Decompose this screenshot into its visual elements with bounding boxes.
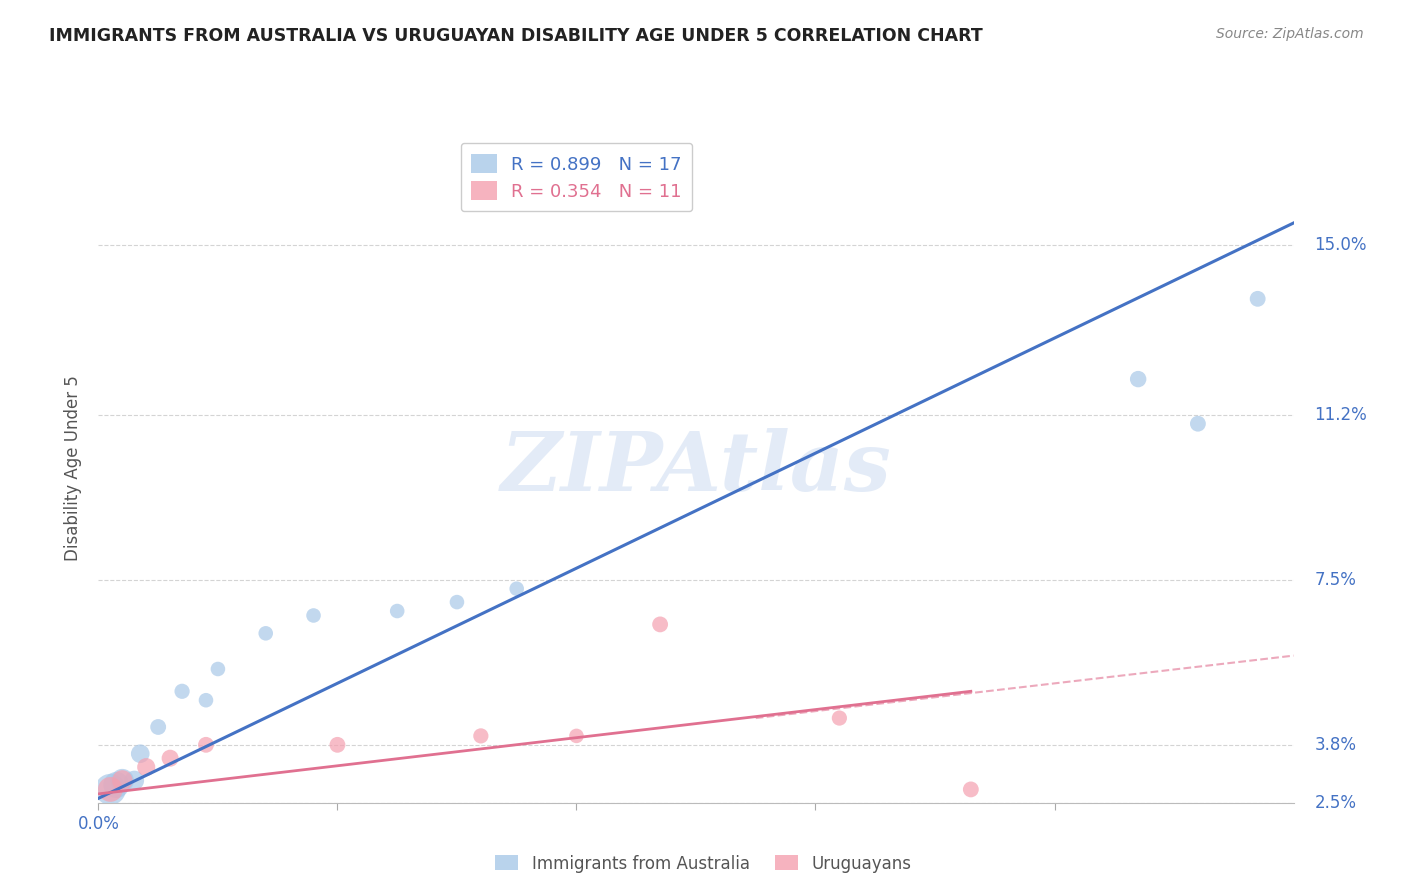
Text: IMMIGRANTS FROM AUSTRALIA VS URUGUAYAN DISABILITY AGE UNDER 5 CORRELATION CHART: IMMIGRANTS FROM AUSTRALIA VS URUGUAYAN D…: [49, 27, 983, 45]
Point: [254, 626, 277, 640]
Point: [207, 662, 229, 676]
Point: [565, 729, 588, 743]
Text: 15.0%: 15.0%: [1315, 236, 1367, 254]
Point: [129, 747, 152, 761]
Point: [302, 608, 325, 623]
Point: [194, 738, 217, 752]
Point: [159, 751, 181, 765]
Point: [1128, 372, 1150, 386]
Point: [1187, 417, 1209, 431]
Point: [470, 729, 492, 743]
Point: [446, 595, 468, 609]
Legend: Immigrants from Australia, Uruguayans: Immigrants from Australia, Uruguayans: [488, 848, 918, 880]
Point: [1246, 292, 1268, 306]
Text: ZIPAtlas: ZIPAtlas: [501, 428, 891, 508]
Text: 7.5%: 7.5%: [1315, 571, 1357, 589]
Legend: R = 0.899   N = 17, R = 0.354   N = 11: R = 0.899 N = 17, R = 0.354 N = 11: [461, 143, 692, 211]
Point: [194, 693, 217, 707]
Point: [828, 711, 851, 725]
Point: [98, 782, 122, 797]
Text: Source: ZipAtlas.com: Source: ZipAtlas.com: [1216, 27, 1364, 41]
Point: [648, 617, 672, 632]
Point: [148, 720, 170, 734]
Point: [135, 760, 157, 774]
Point: [506, 582, 529, 596]
Point: [111, 773, 134, 788]
Y-axis label: Disability Age Under 5: Disability Age Under 5: [65, 376, 83, 561]
Point: [959, 782, 981, 797]
Point: [172, 684, 194, 698]
Text: 11.2%: 11.2%: [1315, 406, 1368, 424]
Text: 2.5%: 2.5%: [1315, 794, 1357, 812]
Text: 3.8%: 3.8%: [1315, 736, 1357, 754]
Point: [326, 738, 349, 752]
Point: [98, 782, 122, 797]
Point: [105, 778, 128, 792]
Point: [111, 773, 134, 788]
Point: [385, 604, 409, 618]
Point: [124, 773, 146, 788]
